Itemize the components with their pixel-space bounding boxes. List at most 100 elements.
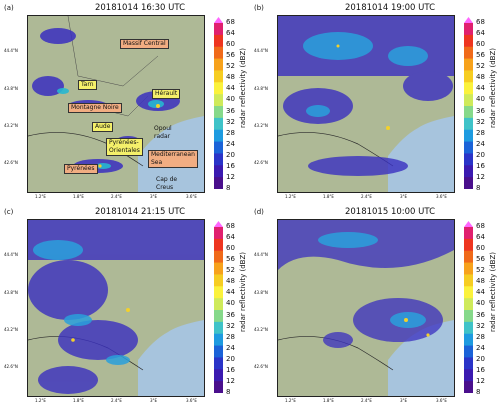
colorbar-tick-label: 56 <box>226 51 235 60</box>
lon-label: 3°E <box>150 194 158 199</box>
colorbar-tick-label: 8 <box>476 388 481 396</box>
lon-label: 2.4°E <box>361 194 372 199</box>
label-mediterranean: Mediterranean Sea <box>148 150 198 168</box>
colorbar-segment <box>214 70 223 83</box>
colorbar-tick-label: 60 <box>226 244 235 253</box>
lon-label: 3.6°E <box>436 398 447 403</box>
colorbar-svg <box>214 221 223 394</box>
label-montagne-noire: Montagne Noire <box>68 103 122 113</box>
colorbar-extend-triangle <box>464 221 473 227</box>
colorbar-tick-label: 60 <box>476 244 485 253</box>
colorbar-segment <box>214 58 223 71</box>
lat-label: 43.2°N <box>254 123 268 128</box>
map-a: Massif Central Tarn Hérault Montagne Noi… <box>27 15 205 193</box>
colorbar-tick-label: 24 <box>226 343 235 352</box>
lon-label: 3°E <box>400 194 408 199</box>
colorbar-segment <box>464 357 473 370</box>
colorbar-tick-label: 48 <box>476 73 485 82</box>
colorbar-label: radar reflectivity (dBZ) <box>489 252 497 332</box>
label-opoul-radar: Opoul radar <box>154 125 172 140</box>
colorbar-extend-triangle <box>464 17 473 23</box>
colorbar-segment <box>464 94 473 107</box>
lat-label: 43.8°N <box>4 86 18 91</box>
colorbar-segment <box>214 238 223 252</box>
colorbar-segment <box>214 153 223 166</box>
colorbar-tick-label: 32 <box>226 117 235 126</box>
colorbar-tick-label: 44 <box>226 288 235 297</box>
colorbar-segment <box>464 70 473 83</box>
colorbar-segment <box>464 238 473 252</box>
colorbar-ticks: 68 64 60 56 52 48 44 40 36 32 28 24 20 16 12 8 <box>476 17 492 192</box>
colorbar-tick-label: 24 <box>476 139 485 148</box>
map-c <box>27 219 205 397</box>
label-massif-central: Massif Central <box>120 39 169 49</box>
colorbar-tick-label: 36 <box>226 310 235 319</box>
lon-label: 3.6°E <box>186 194 197 199</box>
colorbar-segment <box>464 227 473 240</box>
panel-label: (c) <box>4 208 14 216</box>
colorbar-segment <box>464 82 473 95</box>
colorbar-segment <box>464 333 473 347</box>
colorbar-svg <box>464 221 473 394</box>
colorbar-tick-label: 68 <box>226 222 235 230</box>
colorbar-segment <box>464 286 473 299</box>
colorbar-tick-label: 64 <box>476 29 485 38</box>
colorbar-segment <box>464 321 473 335</box>
lon-label: 2.4°E <box>111 398 122 403</box>
colorbar-segment <box>214 82 223 95</box>
colorbar-segment <box>214 369 223 382</box>
lon-label: 1.2°E <box>35 398 46 403</box>
colorbar-tick-label: 64 <box>476 233 485 242</box>
colorbar-segment <box>464 177 473 190</box>
colorbar-segment <box>214 262 223 275</box>
panel-title: 20181014 16:30 UTC <box>94 3 185 13</box>
colorbar-tick-label: 48 <box>476 277 485 286</box>
label-aude: Aude <box>92 122 114 132</box>
colorbar <box>464 221 473 394</box>
colorbar-segment <box>214 298 223 311</box>
colorbar-segment <box>464 250 473 264</box>
colorbar-tick-label: 20 <box>226 150 235 159</box>
colorbar <box>214 17 223 190</box>
map-c-svg <box>28 220 204 396</box>
colorbar-segment <box>214 333 223 347</box>
colorbar-tick-label: 44 <box>476 288 485 297</box>
lon-label: 3°E <box>400 398 408 403</box>
colorbar-segment <box>464 34 473 48</box>
colorbar-segment <box>464 23 473 36</box>
colorbar-tick-label: 52 <box>476 266 485 275</box>
colorbar-tick-label: 28 <box>476 332 485 341</box>
colorbar-segment <box>464 129 473 143</box>
map-b-svg <box>278 16 454 192</box>
map-d-svg <box>278 220 454 396</box>
lat-label: 43.2°N <box>254 327 268 332</box>
colorbar-tick-label: 52 <box>226 62 235 71</box>
colorbar-label: radar reflectivity (dBZ) <box>489 48 497 128</box>
colorbar-segment <box>214 321 223 335</box>
colorbar <box>214 221 223 394</box>
colorbar-tick-label: 36 <box>226 106 235 115</box>
colorbar-tick-label: 32 <box>226 321 235 330</box>
lon-label: 3°E <box>150 398 158 403</box>
map-b <box>277 15 455 193</box>
colorbar-tick-label: 40 <box>476 299 485 308</box>
colorbar-tick-label: 48 <box>226 277 235 286</box>
colorbar-tick-label: 16 <box>476 161 485 170</box>
colorbar-segment <box>464 345 473 358</box>
colorbar-tick-label: 64 <box>226 29 235 38</box>
colorbar-tick-label: 36 <box>476 310 485 319</box>
colorbar-segment <box>214 129 223 143</box>
label-cap-de-creus: Cap de Creus <box>156 176 178 191</box>
colorbar-segment <box>464 274 473 287</box>
colorbar-segment <box>464 262 473 275</box>
colorbar-segment <box>214 46 223 60</box>
lon-label: 2.4°E <box>111 194 122 199</box>
colorbar-tick-label: 20 <box>226 354 235 363</box>
colorbar-segment <box>464 141 473 154</box>
colorbar-segment <box>464 153 473 166</box>
label-tarn: Tarn <box>78 80 97 90</box>
colorbar-label: radar reflectivity (dBZ) <box>239 252 247 332</box>
colorbar-tick-label: 16 <box>476 365 485 374</box>
colorbar-tick-label: 64 <box>226 233 235 242</box>
label-pyrenees: Pyrénées <box>64 164 98 174</box>
